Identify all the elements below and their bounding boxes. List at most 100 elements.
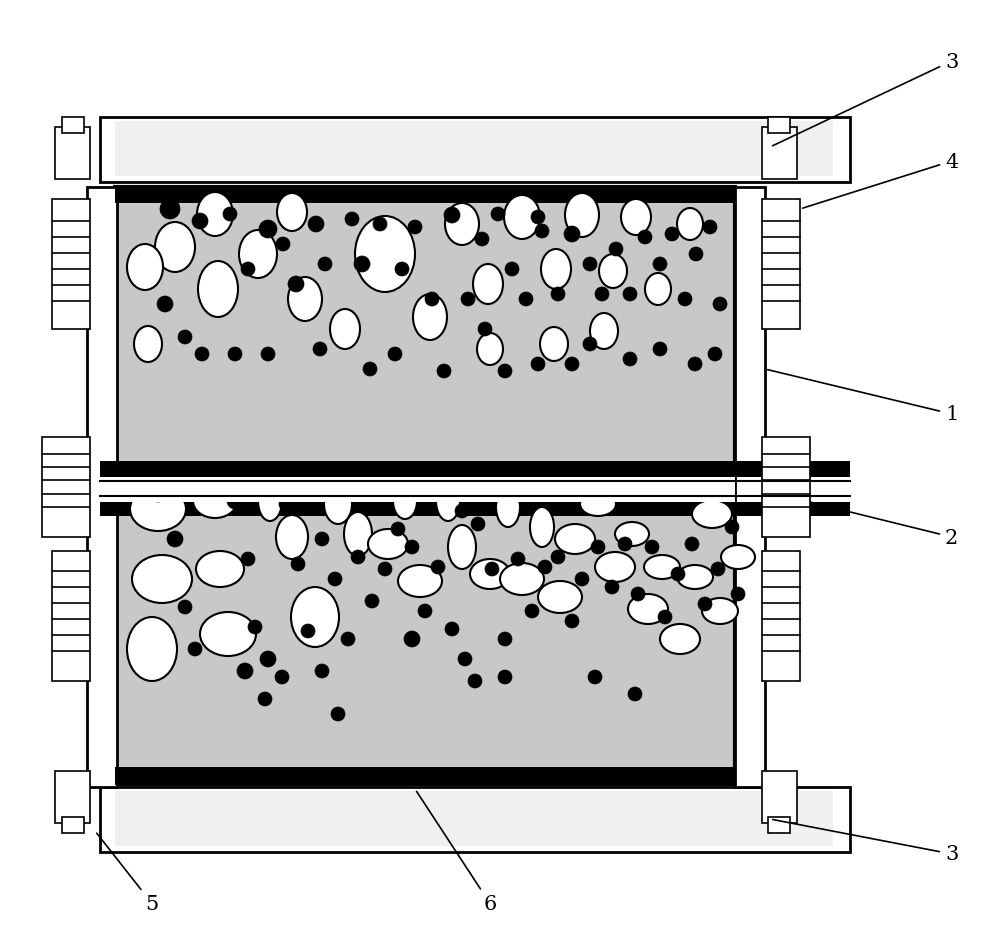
Ellipse shape bbox=[541, 250, 571, 290]
Bar bbox=[62, 818, 84, 833]
Ellipse shape bbox=[688, 357, 702, 371]
Bar bbox=[115, 187, 735, 478]
Ellipse shape bbox=[258, 692, 272, 706]
Ellipse shape bbox=[276, 515, 308, 560]
Ellipse shape bbox=[731, 587, 745, 601]
Ellipse shape bbox=[591, 540, 605, 554]
Ellipse shape bbox=[628, 594, 668, 625]
Ellipse shape bbox=[127, 245, 163, 290]
Ellipse shape bbox=[373, 218, 387, 232]
Ellipse shape bbox=[328, 573, 342, 586]
Bar bbox=[62, 118, 84, 134]
Ellipse shape bbox=[425, 292, 439, 306]
Ellipse shape bbox=[261, 348, 275, 362]
Ellipse shape bbox=[645, 540, 659, 554]
Ellipse shape bbox=[157, 297, 173, 313]
Ellipse shape bbox=[288, 277, 304, 292]
Ellipse shape bbox=[618, 537, 632, 551]
Ellipse shape bbox=[588, 670, 602, 684]
Ellipse shape bbox=[291, 587, 339, 648]
Ellipse shape bbox=[615, 522, 649, 547]
Ellipse shape bbox=[413, 295, 447, 341]
Ellipse shape bbox=[193, 484, 237, 519]
Bar bbox=[52, 200, 90, 329]
Bar bbox=[115, 186, 735, 204]
Text: 3: 3 bbox=[773, 53, 958, 147]
Ellipse shape bbox=[519, 292, 533, 306]
Ellipse shape bbox=[623, 288, 637, 302]
Text: 4: 4 bbox=[803, 152, 958, 209]
Ellipse shape bbox=[721, 546, 755, 570]
Ellipse shape bbox=[455, 505, 469, 519]
Ellipse shape bbox=[595, 552, 635, 583]
Ellipse shape bbox=[477, 334, 503, 366]
Text: 5: 5 bbox=[97, 833, 159, 913]
Ellipse shape bbox=[301, 625, 315, 638]
Bar bbox=[100, 118, 850, 183]
Bar bbox=[52, 551, 90, 681]
Ellipse shape bbox=[538, 561, 552, 574]
Bar bbox=[100, 502, 850, 517]
Ellipse shape bbox=[538, 581, 582, 613]
Ellipse shape bbox=[653, 342, 667, 356]
Ellipse shape bbox=[395, 263, 409, 277]
Ellipse shape bbox=[575, 573, 589, 586]
Ellipse shape bbox=[605, 580, 619, 594]
Ellipse shape bbox=[223, 208, 237, 222]
Ellipse shape bbox=[658, 611, 672, 625]
Ellipse shape bbox=[241, 552, 255, 566]
Ellipse shape bbox=[127, 617, 177, 681]
Ellipse shape bbox=[241, 263, 255, 277]
Bar bbox=[762, 437, 810, 537]
Ellipse shape bbox=[644, 555, 680, 579]
Ellipse shape bbox=[393, 483, 417, 520]
Ellipse shape bbox=[525, 604, 539, 618]
Ellipse shape bbox=[711, 562, 725, 576]
Ellipse shape bbox=[237, 664, 253, 679]
Ellipse shape bbox=[564, 226, 580, 243]
Bar bbox=[115, 478, 735, 502]
Ellipse shape bbox=[478, 323, 492, 337]
Ellipse shape bbox=[239, 231, 277, 278]
Ellipse shape bbox=[698, 598, 712, 612]
Ellipse shape bbox=[368, 530, 408, 560]
Ellipse shape bbox=[308, 217, 324, 233]
Ellipse shape bbox=[345, 213, 359, 226]
Ellipse shape bbox=[678, 292, 692, 306]
Ellipse shape bbox=[331, 707, 345, 721]
Ellipse shape bbox=[444, 208, 460, 224]
Ellipse shape bbox=[583, 338, 597, 352]
Ellipse shape bbox=[621, 200, 651, 236]
Ellipse shape bbox=[178, 600, 192, 614]
Bar bbox=[55, 771, 90, 823]
Text: 1: 1 bbox=[768, 370, 958, 424]
Ellipse shape bbox=[590, 314, 618, 350]
Ellipse shape bbox=[341, 632, 355, 646]
Ellipse shape bbox=[461, 292, 475, 306]
Bar bbox=[115, 792, 833, 846]
Ellipse shape bbox=[498, 632, 512, 646]
Ellipse shape bbox=[288, 277, 322, 322]
Ellipse shape bbox=[279, 497, 293, 511]
Ellipse shape bbox=[378, 562, 392, 576]
Ellipse shape bbox=[318, 258, 332, 272]
Bar bbox=[762, 551, 800, 681]
Ellipse shape bbox=[551, 550, 565, 564]
Ellipse shape bbox=[431, 561, 445, 574]
Ellipse shape bbox=[313, 342, 327, 356]
Ellipse shape bbox=[354, 257, 370, 273]
Ellipse shape bbox=[713, 298, 727, 312]
Ellipse shape bbox=[702, 599, 738, 625]
Ellipse shape bbox=[458, 652, 472, 666]
Ellipse shape bbox=[628, 688, 642, 702]
Ellipse shape bbox=[500, 563, 544, 596]
Ellipse shape bbox=[330, 310, 360, 350]
Ellipse shape bbox=[315, 533, 329, 547]
Ellipse shape bbox=[436, 482, 460, 522]
Ellipse shape bbox=[291, 558, 305, 572]
Ellipse shape bbox=[535, 225, 549, 238]
Ellipse shape bbox=[195, 348, 209, 362]
Ellipse shape bbox=[531, 211, 545, 225]
Bar bbox=[87, 187, 117, 787]
Ellipse shape bbox=[703, 221, 717, 235]
